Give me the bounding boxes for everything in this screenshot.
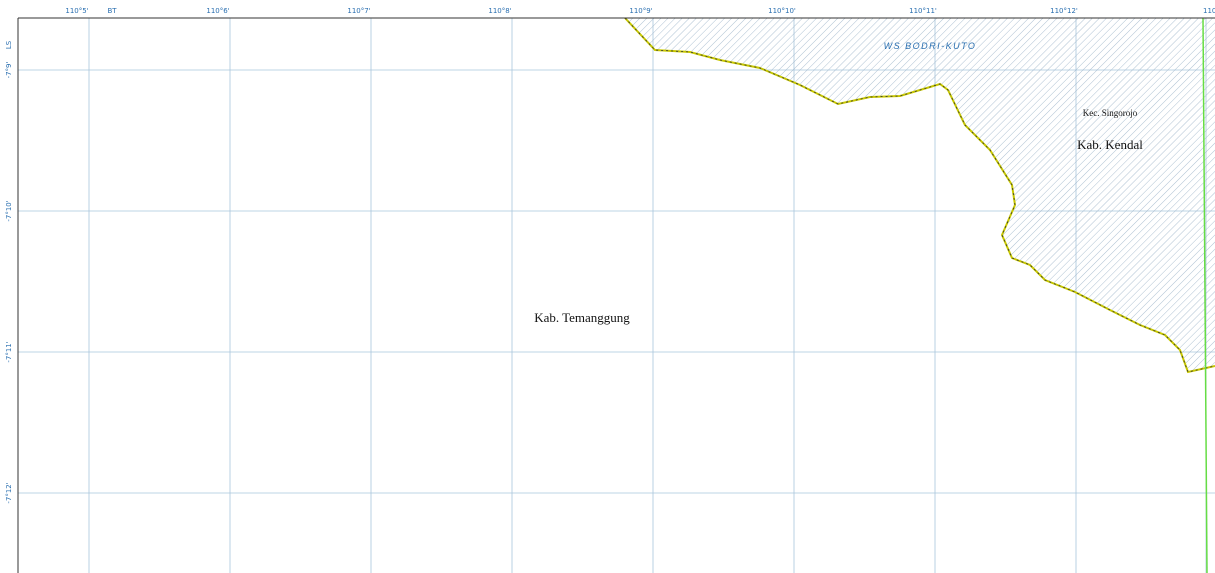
regency-label: Kab. Kendal (1077, 137, 1143, 152)
latitude-label: LS (5, 40, 13, 49)
latitude-label: -7°10' (5, 200, 13, 221)
district-boundary (1202, 17, 1208, 573)
regency-label: Kab. Temanggung (534, 310, 630, 325)
longitude-label: 110°12' (1050, 7, 1078, 15)
regency-boundary-dash (624, 17, 1215, 373)
basin-label: WS BODRI-KUTO (884, 41, 977, 51)
longitude-label: 110°5' (65, 7, 88, 15)
longitude-label: 110°10' (768, 7, 796, 15)
longitude-label: 110 (1203, 7, 1215, 15)
longitude-label: BT (107, 7, 117, 15)
latitude-label: -7°9' (5, 61, 13, 78)
latitude-label: -7°12' (5, 482, 13, 503)
longitude-label: 110°8' (488, 7, 511, 15)
latitude-label: -7°11' (5, 341, 13, 362)
longitude-label: 110°9' (629, 7, 652, 15)
longitude-label: 110°7' (347, 7, 370, 15)
subdistrict-label: Kec. Singorojo (1083, 108, 1138, 118)
longitude-label: 110°11' (909, 7, 937, 15)
kendal-area (625, 18, 1215, 372)
longitude-label: 110°6' (206, 7, 229, 15)
